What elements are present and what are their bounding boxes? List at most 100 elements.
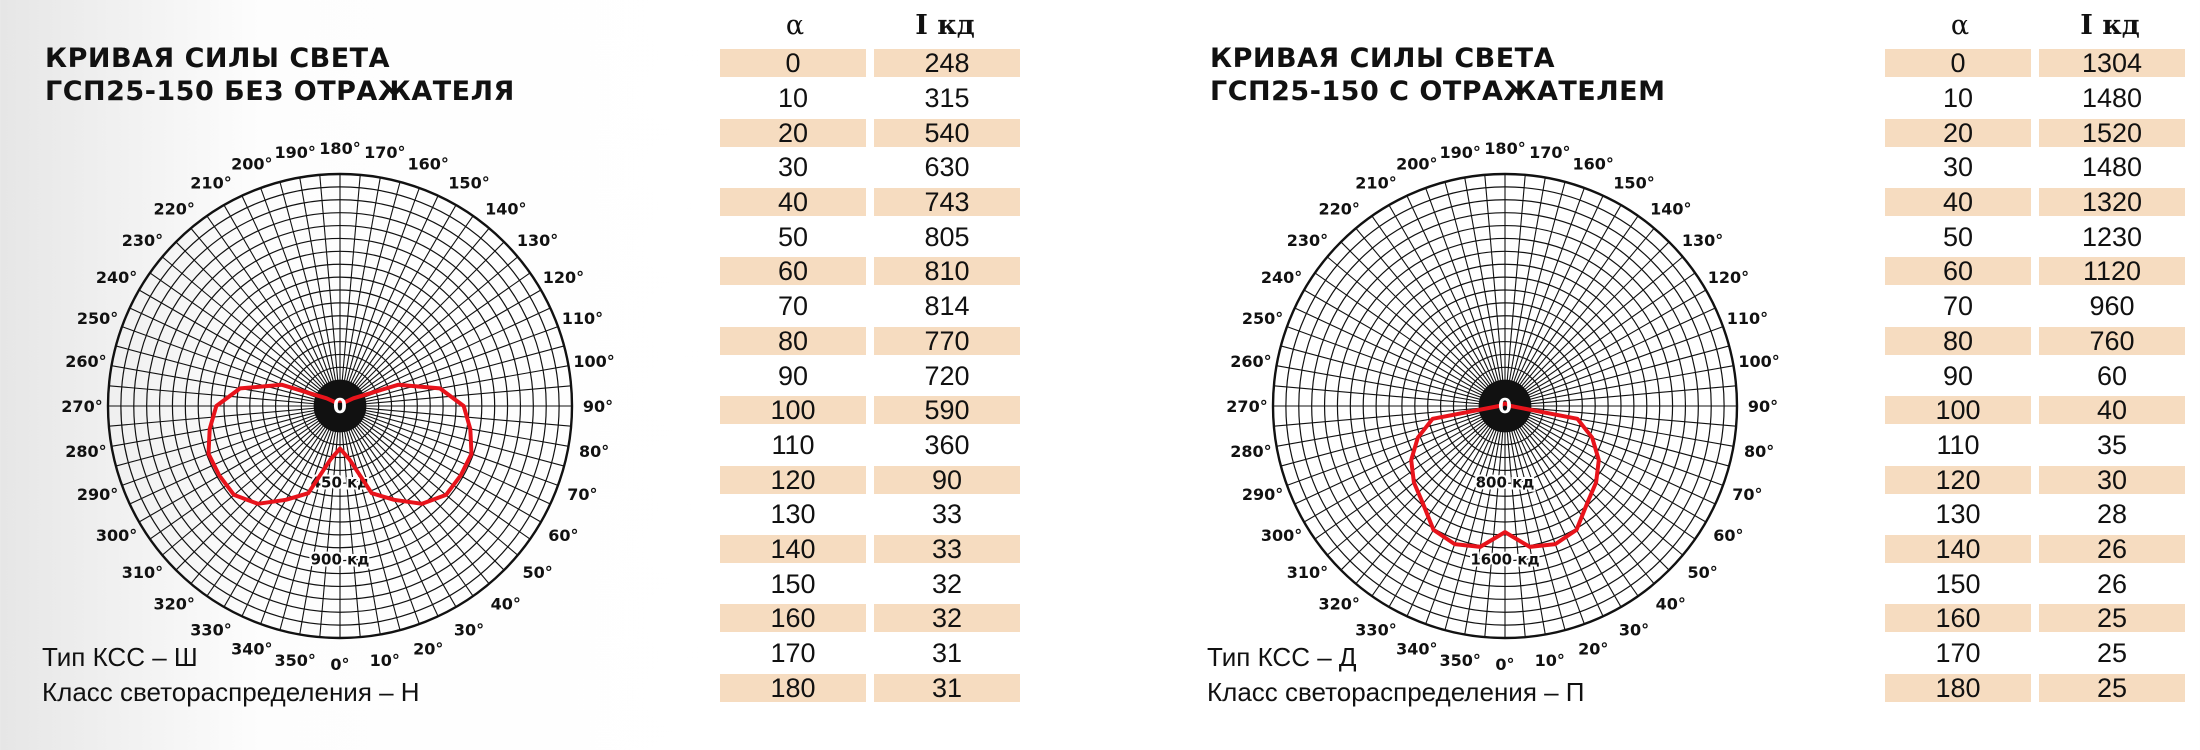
angle-tick-label: 70° [1732,485,1762,504]
grid-spoke [350,412,531,540]
table-row: 100 40 [1885,393,2185,428]
grid-spoke [1516,410,1716,505]
grid-spoke [223,416,335,608]
angle-tick-label: 310° [122,563,163,582]
alpha-cell: 10 [1942,83,1974,114]
grid-spoke [1355,227,1498,397]
grid-spoke [343,417,420,625]
alpha-cell: 40 [720,188,866,217]
table-row: 60 1120 [1885,254,2185,289]
angle-tick-label: 50° [1687,563,1717,582]
angle-tick-label: 230° [122,231,163,250]
grid-spoke [1340,241,1497,398]
grid-spoke [350,411,542,523]
grid-spoke [1516,307,1716,402]
grid-spoke [1505,174,1526,394]
intensity-cell: 26 [2096,568,2128,599]
grid-spoke [1273,385,1493,406]
table-row: 20 1520 [1885,115,2185,150]
panel-with-reflector: КРИВАЯ СИЛЫ СВЕТА ГСП25-150 С ОТРАЖАТЕЛЕ… [1165,0,2200,750]
intensity-cell: 743 [874,188,1020,217]
angle-tick-label: 120° [543,268,584,287]
table-row: 50 805 [720,219,1020,254]
grid-spoke [1510,416,1622,608]
alpha-cell: 150 [1935,568,1981,599]
intensity-cell: 760 [2039,326,2185,355]
table-row: 150 32 [720,566,1020,601]
alpha-cell: 30 [1942,152,1974,183]
alpha-cell: 50 [777,221,809,252]
alpha-cell: 90 [1942,360,1974,391]
grid-spoke [1511,215,1639,396]
polar-chart: 450 кд 900 кд 0 0° 10° 20° 30° 40°50° 60° 70° 80° 9… [61,139,615,674]
angle-tick-label: 250° [1242,309,1283,328]
alpha-cell: 0 [1885,49,2031,78]
grid-spoke [299,418,339,635]
table-header-intensity: I кд [915,9,975,41]
grid-spoke [1464,418,1504,635]
intensity-cell: 26 [2039,534,2185,563]
center-label: 0 [1498,394,1512,418]
grid-spoke [1464,177,1504,394]
ksс-type-note: Тип КСС – Ш [42,642,198,672]
angle-tick-label: 340° [231,639,272,658]
alpha-cell: 170 [770,638,816,669]
grid-spoke [344,417,439,617]
grid-spoke [1406,195,1501,395]
table-row: 10 315 [720,81,1020,116]
grid-spoke [343,187,420,395]
alpha-cell: 140 [1885,534,2031,563]
angle-tick-label: 210° [190,174,231,193]
angle-tick-label: 40° [1656,595,1686,614]
alpha-cell: 110 [771,429,815,460]
grid-spoke [351,409,559,486]
angle-tick-label: 300° [1261,526,1302,545]
grid-spoke [241,195,336,395]
angle-tick-label: 280° [1230,442,1271,461]
intensity-cell: 60 [2096,360,2128,391]
angle-tick-label: 290° [1242,485,1283,504]
grid-spoke [1517,345,1730,404]
angle-tick-label: 10° [370,651,400,670]
grid-spoke [350,289,542,401]
angle-tick-label: 120° [1708,268,1749,287]
table-row: 110 360 [720,428,1020,463]
angle-tick-label: 330° [1355,620,1396,639]
grid-spoke [1286,326,1494,403]
table-row: 80 770 [720,324,1020,359]
angle-tick-label: 330° [190,620,231,639]
angle-tick-label: 80° [579,442,609,461]
grid-spoke [175,414,332,571]
polar-grid [106,172,574,640]
intensity-curve [1409,401,1601,549]
grid-spoke [115,408,328,467]
table-row: 180 25 [1885,670,2185,705]
table-row: 170 25 [1885,636,2185,671]
angle-tick-label: 130° [1682,231,1723,250]
angle-tick-label: 130° [517,231,558,250]
angle-tick-label: 350° [274,651,315,670]
intensity-cell: 810 [874,257,1020,286]
grid-spoke [175,241,332,398]
grid-spoke [161,413,331,556]
grid-spoke [1517,406,1737,427]
chart-title-line-2: ГСП25-150 БЕЗ ОТРАЖАТЕЛЯ [45,76,515,107]
grid-spoke [1516,326,1724,403]
alpha-cell: 60 [720,257,866,286]
grid-spoke [347,415,490,585]
grid-spoke [1507,181,1566,394]
intensity-cell: 360 [924,429,970,460]
grid-spoke [1294,307,1494,402]
grid-spoke [190,227,333,397]
grid-spoke [1294,410,1494,505]
intensity-cell: 1480 [2081,152,2143,183]
grid-spoke [241,417,336,617]
angle-tick-label: 60° [1713,526,1743,545]
grid-spoke [1509,195,1604,395]
grid-spoke [1512,415,1655,585]
grid-spoke [1276,365,1493,405]
angle-tick-label: 150° [448,174,489,193]
alpha-cell: 130 [770,499,816,530]
chart-title-line-1: КРИВАЯ СИЛЫ СВЕТА [45,43,390,74]
polar-chart: 800 кд 1600 кд 0 0° 10° 20° 30° 40°50° 60° 70° 80°… [1226,139,1780,674]
